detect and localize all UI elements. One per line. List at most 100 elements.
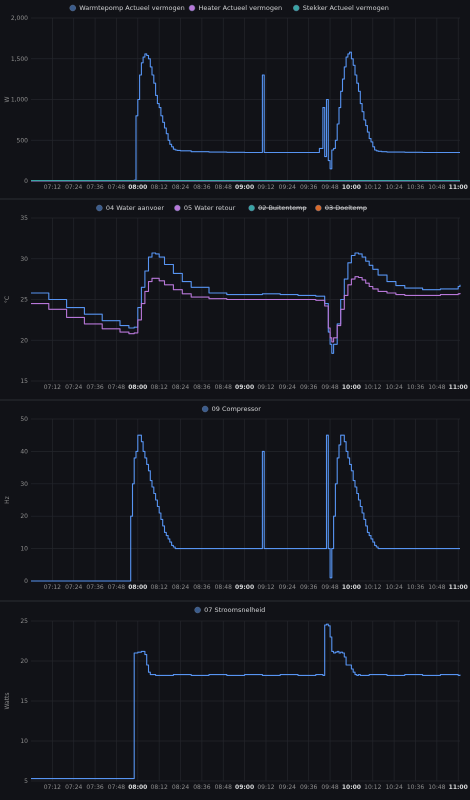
y-tick-label: 15 [20, 378, 28, 385]
x-tick-label: 08:24 [172, 384, 189, 391]
x-tick-label: 08:00 [128, 584, 147, 591]
x-tick-label: 10:12 [364, 384, 381, 391]
x-tick-label: 11:00 [449, 784, 468, 791]
x-tick-label: 09:00 [235, 784, 254, 791]
y-tick-label: 30 [20, 481, 28, 488]
x-tick-label: 08:48 [215, 384, 232, 391]
y-tick-label: 40 [20, 448, 28, 455]
x-tick-label: 09:48 [321, 584, 338, 591]
y-tick-label: 10 [20, 546, 28, 553]
y-axis-label: Hz [4, 496, 11, 504]
x-tick-label: 08:12 [151, 184, 168, 191]
y-axis-label: Watts [4, 692, 11, 709]
x-tick-label: 10:12 [364, 784, 381, 791]
x-tick-label: 10:00 [342, 784, 361, 791]
y-tick-label: 1,000 [11, 97, 28, 104]
x-tick-label: 09:24 [279, 584, 296, 591]
x-tick-label: 08:24 [172, 184, 189, 191]
x-tick-label: 07:24 [65, 584, 82, 591]
x-tick-label: 07:36 [86, 384, 103, 391]
x-tick-label: 08:36 [193, 784, 210, 791]
x-tick-label: 09:12 [257, 584, 274, 591]
x-tick-label: 07:48 [108, 784, 125, 791]
x-tick-label: 10:24 [385, 584, 402, 591]
x-tick-label: 07:36 [86, 584, 103, 591]
legend-entry: Stekker Actueel vermogen [303, 4, 389, 12]
x-tick-label: 07:36 [86, 184, 103, 191]
y-tick-label: 10 [20, 738, 28, 745]
x-tick-label: 07:12 [44, 384, 61, 391]
legend-3: 07 Stroomsnelheid [194, 606, 265, 614]
x-tick-label: 10:00 [342, 184, 361, 191]
series-line-0 [31, 434, 460, 582]
x-tick-label: 10:00 [342, 584, 361, 591]
y-axis-label: W [4, 96, 11, 102]
x-tick-label: 07:12 [44, 184, 61, 191]
x-tick-label: 09:00 [235, 184, 254, 191]
y-tick-label: 1,500 [11, 56, 28, 63]
x-tick-label: 10:36 [407, 784, 424, 791]
x-tick-label: 09:48 [321, 384, 338, 391]
series-line-1 [31, 276, 461, 343]
x-tick-label: 09:36 [300, 184, 317, 191]
x-tick-label: 08:12 [151, 784, 168, 791]
y-tick-label: 500 [17, 137, 29, 144]
x-tick-label: 11:00 [449, 584, 468, 591]
legend-dot [293, 4, 300, 12]
x-tick-label: 07:12 [44, 784, 61, 791]
x-tick-label: 09:12 [257, 384, 274, 391]
y-tick-label: 35 [20, 215, 28, 222]
series-line-0 [31, 252, 461, 354]
x-tick-label: 08:36 [193, 184, 210, 191]
y-tick-label: 25 [20, 618, 28, 625]
x-tick-label: 09:00 [235, 584, 254, 591]
legend-dot [96, 204, 103, 212]
x-tick-label: 09:24 [279, 184, 296, 191]
x-tick-label: 09:12 [257, 784, 274, 791]
x-tick-label: 10:48 [428, 184, 445, 191]
x-tick-label: 08:00 [128, 384, 147, 391]
x-tick-label: 08:00 [128, 784, 147, 791]
legend-entry: 07 Stroomsnelheid [204, 606, 265, 614]
x-tick-label: 09:36 [300, 584, 317, 591]
legend-dot [201, 405, 209, 413]
legend-entry: Warmtepomp Actueel vermogen [79, 4, 184, 12]
x-tick-label: 11:00 [449, 184, 468, 191]
chart-panel-0: Warmtepomp Actueel vermogen Heater Actuee… [4, 4, 468, 191]
y-tick-label: 25 [20, 297, 28, 304]
x-tick-label: 08:48 [215, 584, 232, 591]
x-tick-label: 09:36 [300, 784, 317, 791]
y-tick-label: 20 [20, 513, 28, 520]
x-tick-label: 08:36 [193, 584, 210, 591]
series-line-0 [31, 51, 460, 182]
legend-entry: Heater Actueel vermogen [199, 4, 283, 12]
x-tick-label: 08:24 [172, 584, 189, 591]
legend-1: 04 Water aanvoer 05 Water retour 02 Buiten… [96, 204, 367, 212]
x-tick-label: 10:24 [385, 384, 402, 391]
x-tick-label: 08:24 [172, 784, 189, 791]
y-tick-label: 0 [24, 178, 28, 185]
x-tick-label: 08:12 [151, 584, 168, 591]
legend-entry: 09 Compressor [212, 405, 262, 413]
legend-entry: 04 Water aanvoer [106, 204, 165, 212]
x-tick-label: 10:36 [407, 384, 424, 391]
legend-dot [174, 204, 181, 212]
x-tick-label: 09:48 [321, 184, 338, 191]
x-tick-label: 08:48 [215, 184, 232, 191]
x-tick-label: 07:48 [108, 184, 125, 191]
legend-2: 09 Compressor [201, 405, 262, 413]
chart-panel-1: 04 Water aanvoer 05 Water retour 02 Buiten… [4, 204, 468, 391]
y-tick-label: 20 [20, 658, 28, 665]
y-tick-label: 30 [20, 256, 28, 263]
x-tick-label: 10:48 [428, 584, 445, 591]
legend-dot [315, 204, 322, 212]
y-axis-label: °C [4, 296, 11, 303]
x-tick-label: 10:48 [428, 384, 445, 391]
x-tick-label: 08:00 [128, 184, 147, 191]
chart-panel-3: 07 Stroomsnelheid 5 10 15 20 25 Watts 07:12 07:2… [4, 606, 468, 791]
x-tick-label: 09:12 [257, 184, 274, 191]
x-tick-label: 07:36 [86, 784, 103, 791]
x-tick-label: 07:24 [65, 784, 82, 791]
y-tick-label: 15 [20, 698, 28, 705]
